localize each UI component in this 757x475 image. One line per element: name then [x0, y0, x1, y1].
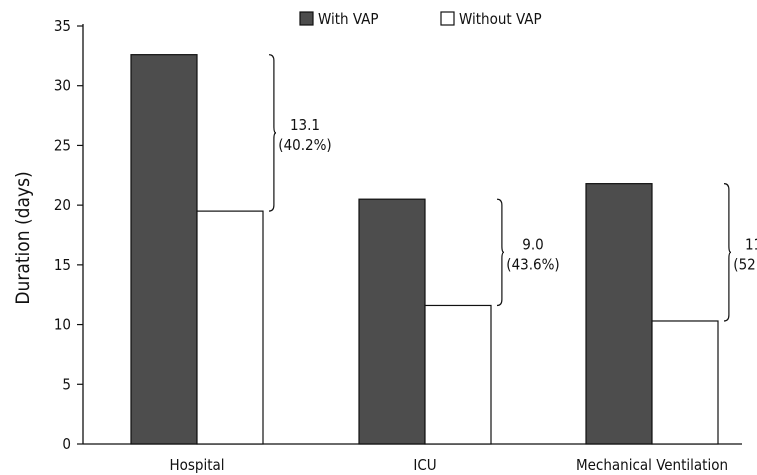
- bar-without-vap: [196, 210, 264, 445]
- x-tick-label: Mechanical Ventilation: [576, 456, 728, 474]
- legend-label-with-vap: With VAP: [318, 10, 379, 28]
- legend-swatch-with-vap: [299, 11, 314, 26]
- y-tick-label: 15: [54, 256, 71, 274]
- legend-label-without-vap: Without VAP: [459, 10, 542, 28]
- bar-with-vap: [130, 54, 198, 445]
- difference-percent-label: (52.9%): [733, 255, 757, 273]
- legend: With VAP Without VAP: [299, 10, 542, 28]
- x-tick-label: Hospital: [169, 456, 224, 474]
- difference-percent-label: (40.2%): [278, 136, 331, 154]
- legend-swatch-without-vap: [440, 11, 455, 26]
- y-tick-label: 10: [54, 316, 71, 334]
- difference-brace: [268, 54, 277, 212]
- annotations: 13.1 (40.2%) 9.0 (43.6%) 11.5 (52.9%): [268, 54, 757, 322]
- y-axis-label: Duration (days): [12, 171, 34, 304]
- bar-without-vap: [651, 320, 719, 445]
- difference-percent-label: (43.6%): [506, 255, 559, 273]
- bar-with-vap: [358, 198, 426, 445]
- y-tick-label: 30: [54, 77, 71, 95]
- y-tick-label: 0: [62, 435, 71, 453]
- difference-brace: [723, 183, 732, 322]
- y-tick-label: 35: [54, 17, 71, 35]
- y-tick-label: 5: [62, 375, 71, 393]
- bars: [130, 54, 719, 445]
- y-tick-label: 20: [54, 196, 71, 214]
- difference-days-label: 9.0: [522, 235, 543, 253]
- bar-with-vap: [585, 183, 653, 445]
- bar-without-vap: [424, 304, 492, 445]
- axes: 0 5 10 15 20 25 30 35 Hospital ICU Mechanical Vent…: [54, 17, 742, 474]
- x-tick-label: ICU: [413, 456, 436, 474]
- difference-brace: [496, 198, 505, 307]
- difference-days-label: 13.1: [290, 116, 320, 134]
- y-tick-label: 25: [54, 136, 71, 154]
- difference-days-label: 11.5: [745, 235, 757, 253]
